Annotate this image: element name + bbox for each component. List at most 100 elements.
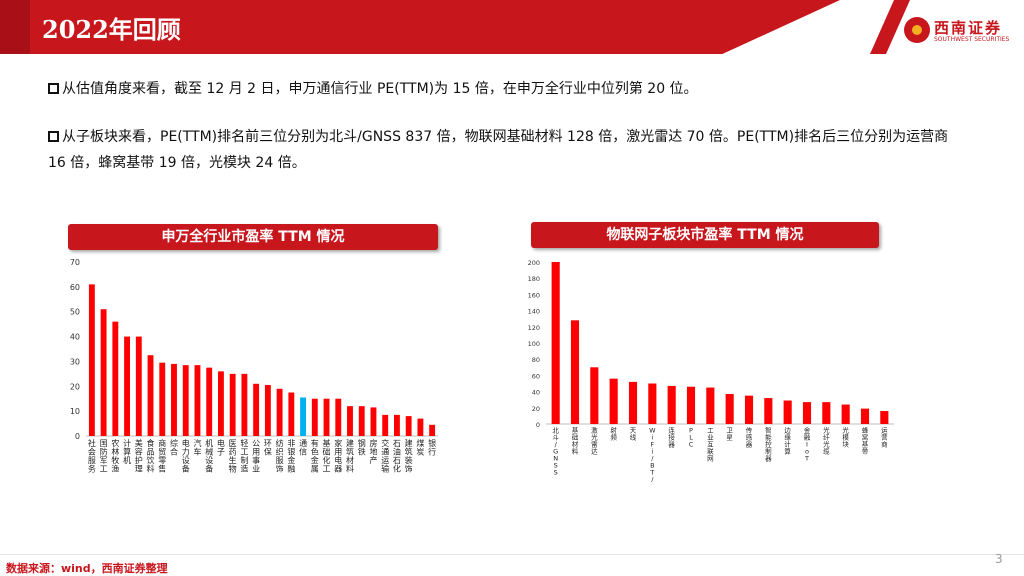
x-tick-label: 射频 (610, 426, 617, 442)
bar-17 (880, 411, 889, 424)
bar-11 (218, 371, 224, 436)
bar-15 (264, 385, 271, 436)
x-tick-label: 社会服务 (88, 438, 96, 474)
x-tick-label: 智能控制器 (765, 426, 772, 463)
x-tick-label: 汽车 (193, 438, 201, 457)
bar-7 (171, 363, 177, 436)
x-tick-label: 石油石化 (393, 439, 401, 474)
bar-24 (370, 407, 377, 436)
bar-1 (100, 309, 107, 436)
chart2-title: 物联网子板块市盈率 TTM 情况 (531, 222, 879, 248)
x-tick-label: 电子 (217, 438, 225, 457)
bar-14 (253, 383, 260, 436)
y-tick-label: 200 (528, 259, 540, 267)
bar-13 (241, 373, 248, 436)
x-tick-label: 综合 (170, 438, 178, 457)
bullet-subsector: 从子板块来看，PE(TTM)排名前三位分别为北斗/GNSS 837 倍，物联网基… (48, 124, 968, 176)
x-tick-label: 家用电器 (334, 438, 342, 474)
bar-9 (725, 394, 734, 424)
bar-6 (667, 385, 676, 424)
x-tick-label: 房地产 (369, 438, 377, 465)
x-tick-label: 公用事业 (252, 439, 260, 474)
bar-17 (288, 392, 295, 436)
bar-15 (841, 404, 850, 424)
bar-12 (229, 373, 236, 436)
y-tick-label: 160 (528, 291, 540, 299)
x-tick-label: 建筑材料 (346, 438, 354, 474)
bar-4 (628, 381, 638, 424)
x-tick-label: 环保 (264, 439, 272, 457)
y-tick-label: 0 (75, 432, 80, 441)
x-tick-label: 农林牧渔 (111, 438, 119, 474)
bar-29 (429, 424, 436, 436)
x-tick-label: 交通运输 (381, 438, 389, 474)
logo-english: SOUTHWEST SECURITIES (934, 36, 1010, 43)
bar-18 (300, 397, 306, 436)
x-tick-label: 卫星 (726, 427, 733, 442)
page-number: 3 (995, 552, 1003, 566)
y-tick-label: 0 (536, 421, 540, 429)
y-tick-label: 10 (70, 407, 80, 416)
x-tick-label: 通信 (299, 438, 307, 457)
bar-5 (648, 383, 657, 424)
bar-25 (382, 414, 389, 436)
bar-10 (206, 367, 213, 436)
x-tick-label: 国防军工 (100, 439, 108, 474)
header-band (0, 0, 840, 54)
data-source: 数据来源：wind，西南证券整理 (6, 562, 168, 575)
bar-28 (417, 418, 424, 436)
y-tick-label: 100 (528, 340, 540, 348)
y-tick-label: 40 (70, 333, 80, 342)
bar-14 (822, 402, 831, 424)
footer-divider (0, 554, 1024, 555)
x-tick-label: 美容护理 (135, 438, 143, 474)
x-tick-label: 基础化工 (323, 438, 331, 474)
y-tick-label: 40 (532, 389, 540, 397)
bar-3 (609, 378, 618, 424)
y-tick-label: 70 (70, 258, 80, 267)
x-tick-label: 光纤光缆 (823, 426, 830, 456)
bar-0 (551, 262, 560, 424)
y-tick-label: 30 (70, 357, 80, 366)
bullet-text: 从估值角度来看，截至 12 月 2 日，申万通信行业 PE(TTM)为 15 倍… (62, 81, 698, 97)
y-tick-label: 60 (70, 283, 80, 292)
bar-2 (590, 367, 599, 424)
bar-4 (135, 336, 142, 436)
y-tick-label: 180 (528, 275, 540, 283)
x-tick-label: 运营商 (881, 427, 888, 449)
chart-iot-pe: 0 20 40 60 80 100 120 140 160 180 200 北斗/G N S S 基础材料 激光… (528, 259, 894, 483)
logo-name: 西南证券 (934, 19, 1003, 37)
bar-13 (802, 402, 812, 424)
square-bullet-icon (48, 83, 59, 94)
bar-10 (744, 395, 754, 424)
x-tick-label: 传感器 (746, 426, 753, 449)
x-tick-label: 非银金融 (287, 438, 295, 474)
y-tick-label: 20 (70, 382, 80, 391)
chart-industry-pe: 0 10 20 30 40 50 60 70 社会服务国防军工农林牧渔计算机美容护理食品饮料商贸… (70, 258, 438, 474)
bar-12 (783, 400, 792, 424)
x-tick-label: 基础材料 (572, 426, 579, 456)
x-tick-label: 纺织服饰 (276, 438, 284, 474)
bar-21 (335, 398, 342, 436)
x-tick-label: 食品饮料 (147, 438, 155, 474)
bar-11 (764, 398, 773, 424)
bullet-text: 从子板块来看，PE(TTM)排名前三位分别为北斗/GNSS 837 倍，物联网基… (48, 129, 949, 171)
chart1-title: 申万全行业市盈率 TTM 情况 (68, 224, 438, 250)
bar-5 (147, 355, 154, 436)
x-tick-label: 商贸零售 (158, 438, 166, 474)
bullet-valuation: 从估值角度来看，截至 12 月 2 日，申万通信行业 PE(TTM)为 15 倍… (48, 76, 968, 102)
square-bullet-icon (48, 131, 59, 142)
page-title: 2022年回顾 (42, 15, 181, 44)
bar-19 (311, 398, 318, 436)
x-tick-label: 电力设备 (182, 438, 190, 474)
bar-7 (686, 386, 696, 424)
bar-2 (112, 321, 119, 436)
y-tick-label: 20 (532, 405, 540, 413)
bar-1 (570, 320, 580, 424)
y-tick-label: 80 (532, 356, 540, 364)
x-tick-label: 有色金属 (311, 438, 319, 474)
bar-26 (394, 414, 400, 436)
x-tick-label: 天线 (630, 427, 637, 442)
